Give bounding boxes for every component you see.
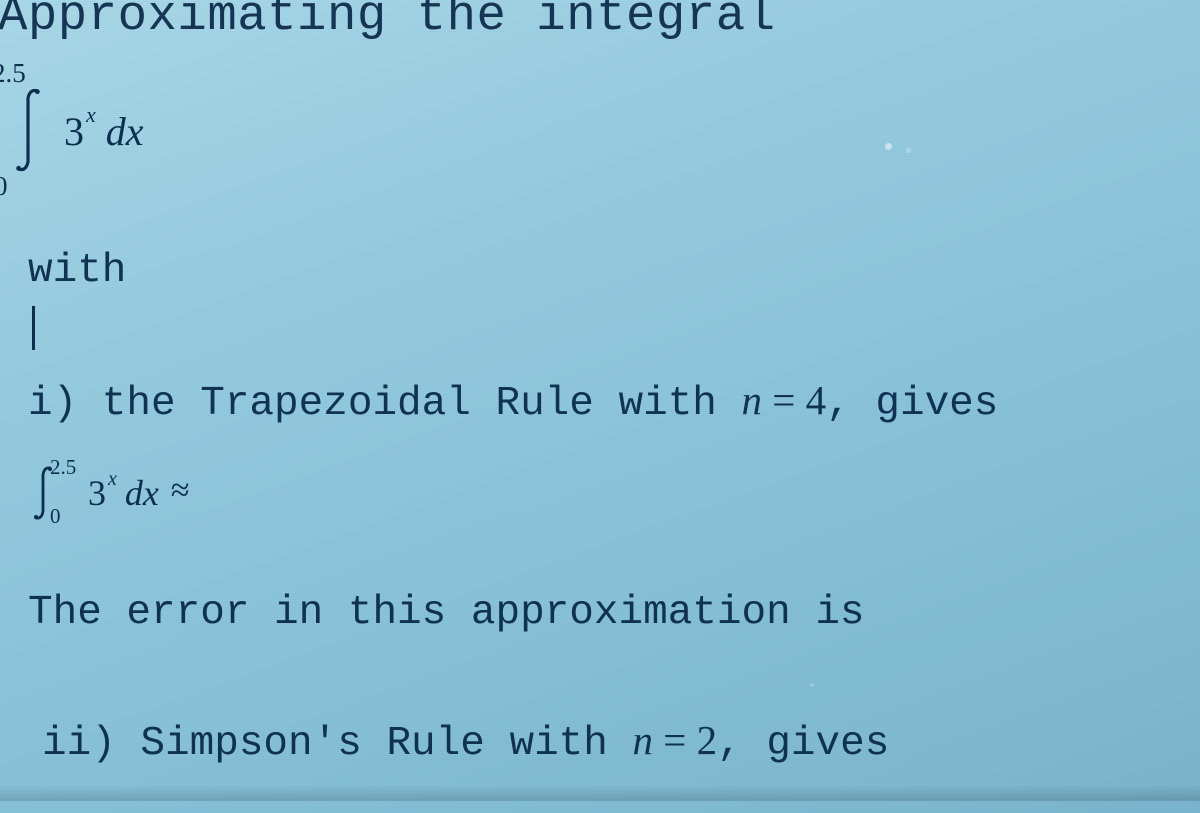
integrand-differential: dx <box>106 108 144 155</box>
small-integrand: 3x dx ≈ <box>88 472 190 514</box>
page-title: Approximating the integral <box>0 0 1200 44</box>
part-ii-var: n <box>633 717 654 763</box>
small-integral-upper: 2.5 <box>50 455 76 480</box>
small-integrand-differential: dx <box>125 472 159 514</box>
text-cursor-icon <box>32 306 35 350</box>
integrand-base: 3 <box>64 108 84 155</box>
with-text: with <box>28 248 1200 294</box>
part-i-prefix: i) the Trapezoidal Rule with <box>28 381 742 427</box>
small-integral-lower: 0 <box>50 504 61 529</box>
approx-symbol: ≈ <box>171 472 190 510</box>
part-ii-n-value: 2 <box>697 717 718 763</box>
document-content: Approximating the integral 2.5 0 3x dx w… <box>0 0 1200 767</box>
part-i-n-value: 4 <box>806 377 827 423</box>
integrand: 3x dx <box>64 108 144 155</box>
integral-upper-limit: 2.5 <box>0 60 26 87</box>
integral-symbol-icon <box>8 87 48 173</box>
part-i-var: n <box>742 377 763 423</box>
bottom-shadow <box>0 785 1200 801</box>
integral-sign: 2.5 0 <box>0 66 56 196</box>
part-i-suffix: , gives <box>826 381 998 427</box>
part-ii-suffix: , gives <box>717 721 889 767</box>
part-i-line: i) the Trapezoidal Rule with n = 4, give… <box>28 376 1200 427</box>
part-ii-line: ii) Simpson's Rule with n = 2, gives <box>42 716 1200 767</box>
integral-lower-limit: 0 <box>0 173 8 200</box>
part-ii-eq: = <box>653 717 697 763</box>
integrand-exponent: x <box>86 102 96 128</box>
small-integrand-base: 3 <box>88 472 106 514</box>
cursor-row <box>0 300 1200 348</box>
error-line: The error in this approximation is <box>28 590 1200 636</box>
small-integral-sign: 2.5 0 <box>28 465 70 521</box>
small-integral: 2.5 0 3x dx ≈ <box>28 463 190 523</box>
part-i-eq: = <box>762 377 806 423</box>
part-ii-prefix: ii) Simpson's Rule with <box>42 721 633 767</box>
small-integrand-exponent: x <box>108 468 117 491</box>
main-integral: 2.5 0 3x dx <box>0 66 1200 196</box>
